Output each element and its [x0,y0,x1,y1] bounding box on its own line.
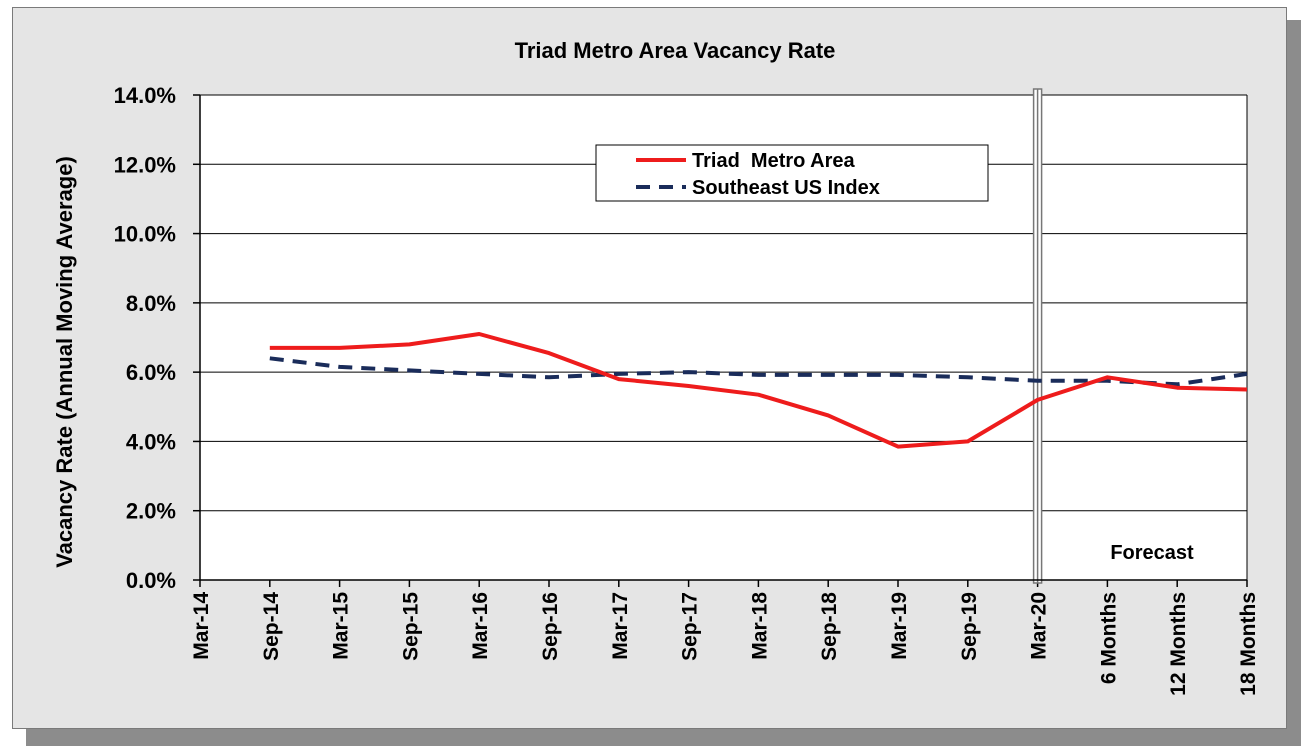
y-axis-ticks: 0.0% 2.0% 4.0% 6.0% 8.0% 10.0% 12.0% 14.0% [114,83,200,593]
legend-label-triad: Triad Metro Area [692,150,856,172]
x-tick-label: Sep-14 [260,592,283,661]
x-tick-label: Sep-19 [958,592,981,661]
x-tick-label: Sep-16 [539,592,562,661]
y-tick-label: 4.0% [126,429,176,454]
gridlines [200,94,1248,580]
y-tick-label: 8.0% [126,291,176,316]
x-tick-label: Mar-15 [330,592,353,660]
forecast-annotation: Forecast [1110,542,1194,564]
x-tick-label: 12 Months [1167,592,1190,696]
y-tick-label: 0.0% [126,568,176,593]
y-tick-label: 2.0% [126,499,176,524]
series-line-southeast [269,356,1248,387]
x-tick-label: Mar-20 [1028,592,1051,660]
legend-box [595,144,989,202]
x-tick-label: Mar-19 [888,592,911,660]
legend-label-southeast: Southeast US Index [692,177,880,199]
x-tick-label: 6 Months [1097,592,1120,684]
forecast-divider [1032,88,1043,584]
x-tick-label: Sep-18 [818,592,841,661]
x-axis-ticks: Mar-14 Sep-14 Mar-15 Sep-15 Mar-16 Sep-16 Mar-… [190,580,1260,696]
series-line-triad [269,332,1248,449]
y-tick-label: 12.0% [114,152,176,177]
y-tick-label: 6.0% [126,360,176,385]
x-tick-label: Mar-14 [190,592,213,660]
x-tick-label: Mar-17 [609,592,632,660]
x-tick-label: Mar-16 [469,592,492,660]
chart-title: Triad Metro Area Vacancy Rate [515,38,836,63]
x-tick-label: Sep-17 [679,592,702,661]
legend: Triad Metro Area Southeast US Index [595,144,989,202]
y-axis-label: Vacancy Rate (Annual Moving Average) [52,156,77,568]
y-tick-label: 14.0% [114,83,176,108]
x-tick-label: 18 Months [1237,592,1260,696]
x-tick-label: Sep-15 [399,592,422,661]
y-tick-label: 10.0% [114,222,176,247]
x-tick-label: Mar-18 [748,592,771,660]
series-layer [269,332,1248,449]
